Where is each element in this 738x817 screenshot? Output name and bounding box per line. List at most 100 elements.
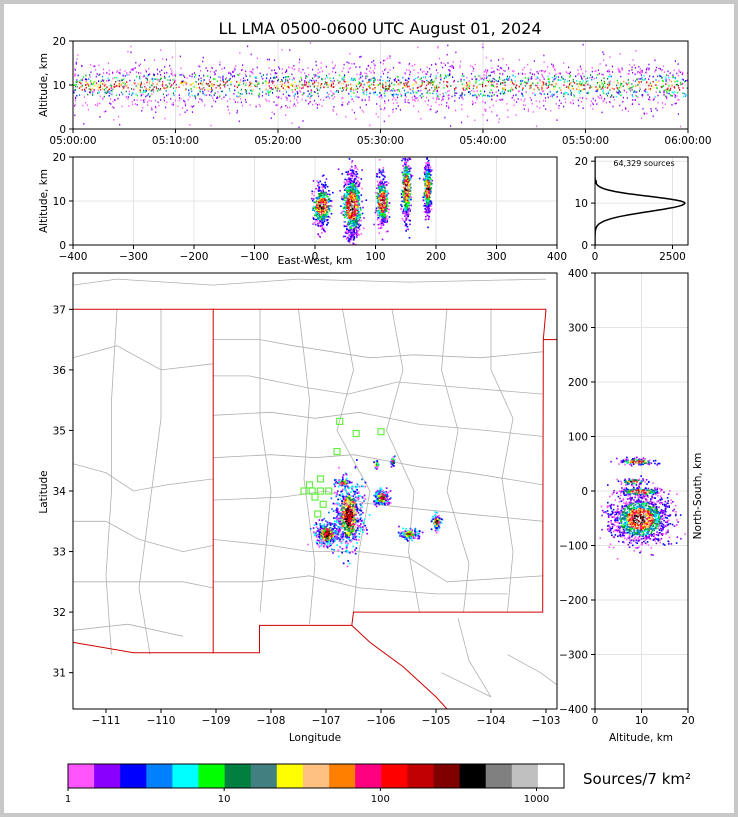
time-height-source-point [447, 98, 449, 101]
time-height-source-point [447, 74, 449, 76]
ew-height-source-point [352, 195, 355, 197]
ew-height-source-point [349, 192, 351, 195]
time-height-source-point [245, 91, 247, 94]
time-height-source-point [650, 108, 652, 110]
ew-height-source-point [378, 168, 381, 171]
ew-height-source-point [362, 227, 365, 230]
time-height-source-point [596, 103, 598, 105]
ew-height-source-point [357, 205, 359, 208]
time-height-source-point [148, 88, 151, 91]
ew-height-source-point [425, 165, 427, 168]
time-height-source-point [105, 92, 107, 95]
time-height-source-point [227, 80, 229, 82]
time-height-source-point [677, 91, 679, 94]
time-height-source-point [330, 82, 332, 85]
ew-height-source-point [430, 203, 433, 205]
time-height-source-point [579, 84, 581, 87]
time-height-source-point [581, 101, 583, 103]
time-height-source-point [270, 77, 272, 79]
time-height-source-point [379, 79, 381, 81]
time-height-source-point [539, 79, 541, 82]
time-height-source-point [345, 89, 347, 91]
time-height-source-point [358, 82, 360, 85]
ew-height-source-point [351, 211, 354, 213]
time-height-source-point [440, 76, 442, 79]
time-height-source-point [165, 84, 167, 86]
time-height-source-point [250, 70, 252, 73]
ew-height-source-point [320, 201, 322, 203]
time-height-source-point [394, 78, 397, 80]
ew-height-source-point [345, 194, 347, 197]
time-height-source-point [317, 72, 319, 74]
time-height-source-point [539, 70, 541, 72]
ew-height-source-point [319, 189, 321, 192]
time-height-source-point [213, 94, 215, 96]
time-height-source-point [523, 108, 525, 110]
time-height-source-point [659, 90, 661, 92]
ew-height-source-point [405, 191, 407, 193]
ew-height-source-point [332, 191, 334, 194]
time-height-source-point [406, 83, 408, 85]
time-height-source-point [314, 81, 316, 83]
ew-height-source-point [378, 194, 380, 197]
time-height-source-point [225, 82, 227, 84]
ew-height-source-point [379, 227, 382, 229]
ew-height-source-point [380, 211, 382, 213]
time-height-source-point [255, 77, 257, 79]
time-height-source-point [321, 83, 323, 85]
time-height-source-point [247, 45, 249, 48]
time-height-source-point [252, 68, 254, 71]
ew-height-source-point [388, 216, 391, 218]
ew-height-source-point [325, 199, 328, 201]
ew-height-source-point [404, 181, 406, 184]
time-height-source-point [165, 90, 167, 92]
time-height-source-point [522, 87, 524, 89]
ew-height-source-point [382, 222, 384, 224]
ew-height-source-point [315, 223, 317, 226]
time-height-source-point [374, 89, 376, 91]
ew-height-source-point [358, 222, 360, 225]
ew-height-source-point [378, 211, 381, 214]
ew-height-source-point [363, 217, 365, 219]
ew-height-source-point [407, 195, 409, 197]
time-height-source-point [666, 96, 668, 99]
ew-height-source-point [323, 207, 325, 209]
time-height-source-point [332, 77, 334, 80]
time-height-source-point [107, 89, 109, 91]
ew-height-source-point [348, 183, 351, 186]
ew-height-source-point [382, 213, 385, 215]
time-height-source-point [211, 105, 213, 108]
ew-height-source-point [357, 210, 360, 213]
ew-height-source-point [357, 203, 360, 205]
time-height-source-point [599, 81, 601, 84]
time-height-source-point [247, 79, 249, 81]
time-height-source-point [234, 85, 236, 87]
time-height-source-point [236, 109, 238, 112]
time-height-source-point [611, 87, 613, 90]
time-height-source-point [579, 65, 581, 68]
ew-height-source-point [313, 201, 316, 204]
time-height-source-point [407, 85, 409, 88]
ew-height-source-point [409, 219, 411, 222]
time-height-source-point [286, 69, 288, 71]
time-height-source-point [558, 79, 560, 81]
time-height-source-point [202, 60, 204, 63]
time-height-source-point [363, 90, 365, 92]
time-height-source-point [299, 87, 301, 90]
time-height-source-point [466, 87, 469, 89]
ew-height-source-point [356, 226, 358, 229]
ew-height-source-point [386, 220, 389, 222]
time-height-source-point [502, 88, 504, 91]
time-height-source-point [416, 82, 418, 84]
time-height-source-point [547, 96, 549, 99]
time-height-source-point [491, 95, 493, 97]
ew-height-source-point [321, 219, 323, 221]
time-height-source-point [646, 68, 648, 70]
time-height-source-point [631, 103, 633, 105]
time-height-source-point [205, 82, 207, 85]
ew-height-source-point [320, 222, 323, 225]
time-height-source-point [317, 92, 319, 95]
ew-height-source-point [311, 197, 313, 200]
time-height-source-point [495, 80, 497, 82]
ew-height-source-point [312, 180, 315, 182]
